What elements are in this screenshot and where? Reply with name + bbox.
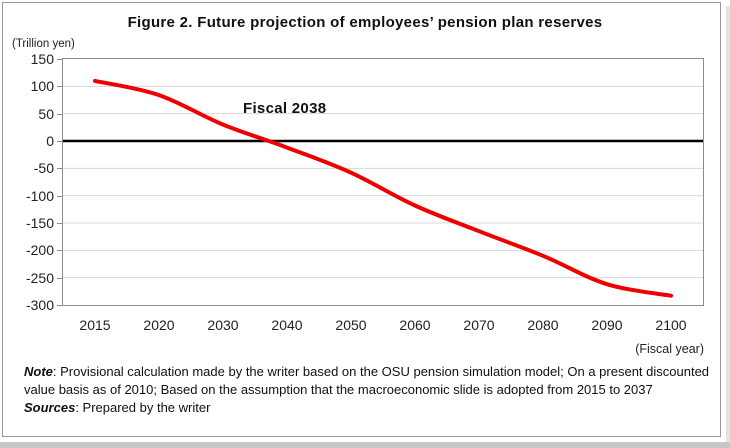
x-axis-unit-label: (Fiscal year) — [635, 342, 704, 356]
sources-label: Sources — [24, 400, 76, 415]
x-tick-label: 2015 — [79, 317, 111, 333]
y-tick-label: -150 — [25, 215, 54, 231]
x-tick-label: 2020 — [143, 317, 175, 333]
y-tick-mark — [57, 195, 62, 197]
y-tick-label: 150 — [30, 51, 54, 67]
y-tick-mark — [57, 59, 62, 60]
x-tick-label: 2050 — [335, 317, 367, 333]
y-tick-mark — [57, 168, 62, 170]
y-axis-unit-label: (Trillion yen) — [12, 38, 75, 50]
note-label: Note — [24, 364, 53, 379]
plot-area: Fiscal 2038 — [62, 58, 704, 306]
y-tick-mark — [57, 141, 62, 142]
y-tick-mark — [57, 250, 62, 252]
x-tick-label: 2080 — [527, 317, 559, 333]
y-tick-mark — [57, 86, 62, 88]
notes-block: Note: Provisional calculation made by th… — [24, 363, 718, 417]
sources-paragraph: Sources: Prepared by the writer — [24, 399, 718, 417]
y-tick-label: 0 — [46, 133, 54, 149]
fiscal-2038-annotation: Fiscal 2038 — [243, 100, 327, 117]
y-tick-label: 50 — [38, 105, 54, 122]
x-tick-label: 2090 — [591, 317, 623, 333]
x-tick-label: 2040 — [271, 317, 303, 333]
y-tick-mark — [57, 113, 62, 115]
reserves-projection-line — [93, 78, 673, 298]
y-tick-label: -100 — [25, 187, 54, 204]
y-tick-label: -50 — [33, 160, 54, 177]
line-chart-svg — [63, 78, 703, 298]
y-tick-label: -300 — [25, 297, 54, 313]
y-tick-label: -250 — [25, 269, 54, 286]
x-tick-label: 2100 — [655, 317, 687, 333]
x-tick-label: 2030 — [207, 317, 239, 333]
x-tick-label: 2060 — [399, 317, 431, 333]
screenshot-bottom-edge — [0, 442, 730, 448]
sources-text: : Prepared by the writer — [75, 400, 211, 415]
screenshot-right-edge — [726, 6, 730, 442]
y-tick-label: -200 — [25, 242, 54, 259]
chart-title: Figure 2. Future projection of employees… — [127, 14, 603, 31]
x-tick-label: 2070 — [463, 317, 495, 333]
y-tick-label: 100 — [30, 78, 54, 95]
note-paragraph: Note: Provisional calculation made by th… — [24, 363, 718, 399]
y-tick-mark — [57, 277, 62, 279]
note-text: : Provisional calculation made by the wr… — [24, 364, 710, 397]
y-tick-mark — [57, 305, 62, 306]
y-tick-mark — [57, 223, 62, 224]
